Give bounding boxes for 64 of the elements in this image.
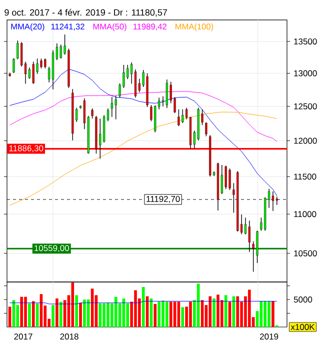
y-tick-label: 13500 <box>294 38 317 44</box>
bar <box>28 303 31 327</box>
bar <box>212 298 216 327</box>
bar <box>272 301 274 327</box>
bar <box>98 303 102 327</box>
x-tick-label: 2017 <box>14 334 32 340</box>
candlestick <box>99 118 102 159</box>
text: x100K <box>290 324 315 330</box>
candlestick <box>110 96 113 118</box>
chart-title: 9 oct. 2017 - 4 févr. 2019 - Dr : 11180,57 <box>4 8 167 17</box>
bar <box>142 286 145 327</box>
bar <box>102 303 106 327</box>
bar <box>268 301 270 327</box>
candlestick <box>72 88 74 141</box>
y-tick-label: 10500 <box>294 250 317 256</box>
bar <box>20 296 23 327</box>
bar <box>71 282 74 327</box>
x-tick-label: 2019 <box>260 334 278 340</box>
line-series <box>10 68 278 196</box>
bar <box>248 290 251 327</box>
bar <box>52 305 54 327</box>
ref-line-label: 11192,70 <box>146 196 180 203</box>
bar <box>83 300 86 327</box>
candlestick <box>248 220 250 252</box>
candlestick <box>28 67 30 80</box>
bar <box>106 302 110 327</box>
y-tick-label: 11000 <box>294 211 316 218</box>
y-tick-label: 12000 <box>294 138 317 144</box>
bar <box>32 301 35 327</box>
line-series <box>10 112 278 206</box>
bar <box>24 296 27 327</box>
bar <box>79 302 82 327</box>
ref-line-label: 11886,30 <box>9 145 44 152</box>
ref-line-label: 10559,00 <box>34 245 70 252</box>
bar <box>216 294 220 327</box>
bar <box>166 302 168 327</box>
text: MMA(50) <box>93 23 126 32</box>
bar <box>114 296 118 327</box>
bar <box>264 301 267 327</box>
bar <box>189 302 192 327</box>
bar <box>162 300 164 327</box>
annotation: 11241,32 <box>51 24 84 30</box>
text: MMA(20) <box>11 23 44 32</box>
bar <box>208 296 212 327</box>
bar <box>86 300 90 327</box>
y-tick-label: 11500 <box>294 174 316 180</box>
bar <box>181 307 184 327</box>
bar <box>59 302 62 327</box>
bar <box>154 304 157 327</box>
bar <box>56 298 58 327</box>
annotation: 11989,42 <box>133 24 166 30</box>
bar <box>134 290 137 327</box>
candlestick <box>114 96 117 120</box>
y-tick-label: 12500 <box>294 103 317 110</box>
x-tick-label: 2018 <box>60 334 78 340</box>
bar <box>158 302 160 327</box>
candlestick <box>52 50 54 90</box>
candlestick <box>166 79 168 108</box>
y-tick-label: 5000 <box>294 296 312 303</box>
bar <box>236 296 240 327</box>
bar <box>8 306 12 327</box>
text: MMA(100) <box>176 23 214 32</box>
y-tick-label: 13000 <box>294 70 317 76</box>
bar <box>75 295 78 327</box>
